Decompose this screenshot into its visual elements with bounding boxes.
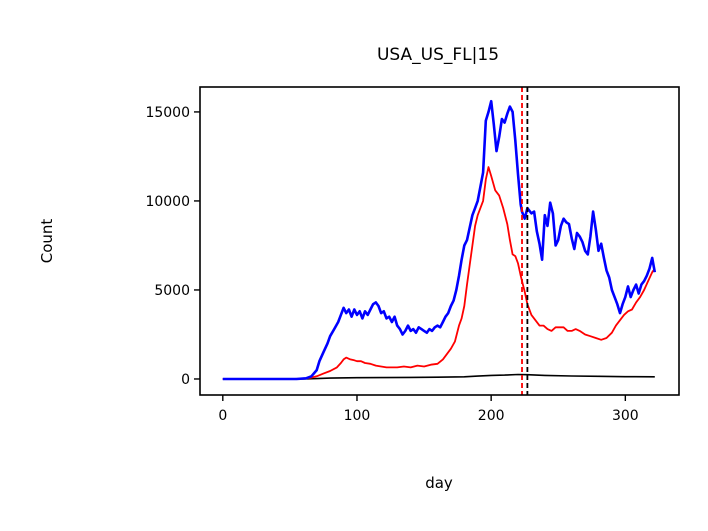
series-line-2 xyxy=(222,373,655,380)
y-tick-label: 5000 xyxy=(154,283,190,299)
x-tick-label: 0 xyxy=(218,408,227,424)
series-line-1 xyxy=(222,166,656,380)
y-tick-label: 15000 xyxy=(145,105,190,121)
series-line-0 xyxy=(222,99,657,381)
y-tick-label: 10000 xyxy=(145,194,190,210)
y-tick-label: 0 xyxy=(181,372,190,388)
x-tick-label: 200 xyxy=(478,408,505,424)
x-axis-label: day xyxy=(425,474,453,492)
y-axis: 0 5000 10000 15000 xyxy=(145,105,200,388)
y-axis-label: Count xyxy=(38,219,56,264)
series-layer xyxy=(222,99,657,381)
x-tick-label: 300 xyxy=(612,408,639,424)
vline-layer xyxy=(521,87,529,395)
x-tick-label: 100 xyxy=(344,408,371,424)
x-axis: 0 100 200 300 xyxy=(218,395,639,424)
chart-title: USA_US_FL|15 xyxy=(377,45,499,65)
plot-frame xyxy=(199,86,680,396)
